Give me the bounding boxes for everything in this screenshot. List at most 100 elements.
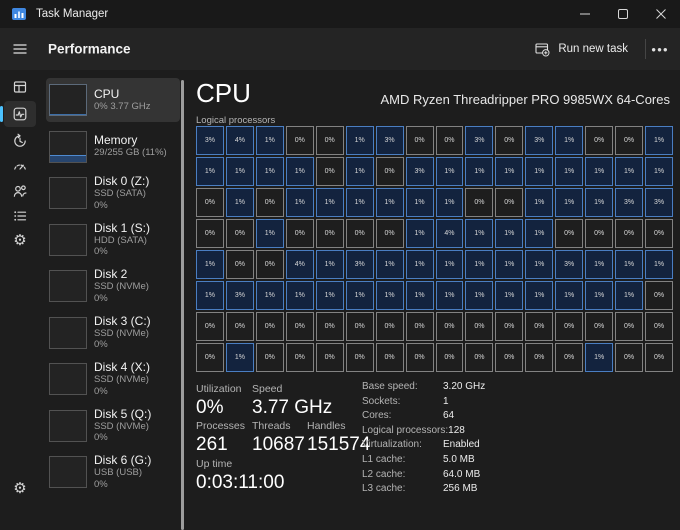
- rail-item-startup-apps[interactable]: [4, 155, 36, 177]
- cpu-cell-r4c12: 1%: [525, 219, 554, 248]
- rail-item-performance[interactable]: [0, 101, 36, 127]
- cpu-cell-r7c2: 0%: [225, 312, 254, 341]
- cpu-cell-r5c12: 1%: [525, 250, 554, 279]
- cpu-cell-r7c16: 0%: [645, 312, 673, 341]
- cpu-cell-r6c12: 1%: [525, 281, 554, 310]
- metric-subtext: SSD (NVMe): [94, 327, 149, 339]
- cpu-cell-r3c6: 1%: [345, 188, 374, 217]
- cpu-cell-r7c5: 0%: [315, 312, 344, 341]
- cpu-cell-r4c4: 0%: [285, 219, 314, 248]
- cpu-cell-r8c8: 0%: [405, 343, 434, 372]
- cpu-cell-r7c9: 0%: [435, 312, 464, 341]
- sidebar-item-disk-4-x[interactable]: Disk 4 (X:) SSD (NVMe) 0%: [46, 357, 180, 401]
- detail-label: Base speed:: [362, 381, 418, 392]
- cpu-cell-r5c8: 1%: [405, 250, 434, 279]
- sidebar-item-disk-6-g[interactable]: Disk 6 (G:) USB (USB) 0%: [46, 450, 180, 494]
- rail-item-processes[interactable]: [4, 76, 36, 98]
- cpu-cell-r6c13: 1%: [555, 281, 584, 310]
- stat-utilization: Utilization 0%: [196, 383, 242, 418]
- cpu-cell-r5c1: 1%: [196, 250, 224, 279]
- detail-label: L1 cache:: [362, 453, 406, 465]
- cpu-cell-r7c8: 0%: [405, 312, 434, 341]
- metric-text: Disk 4 (X:) SSD (NVMe) 0%: [94, 361, 150, 397]
- run-new-task-button[interactable]: Run new task: [524, 35, 638, 63]
- maximize-button[interactable]: [604, 0, 642, 28]
- sidebar-item-disk-0-z[interactable]: Disk 0 (Z:) SSD (SATA) 0%: [46, 171, 180, 215]
- window-title: Task Manager: [36, 8, 109, 20]
- cpu-cell-r1c3: 1%: [255, 126, 284, 155]
- more-options-button[interactable]: ●●●: [651, 44, 669, 54]
- cpu-cell-r3c1: 0%: [196, 188, 224, 217]
- metric-text: Disk 3 (C:) SSD (NVMe) 0%: [94, 313, 151, 351]
- cpu-cell-r5c11: 1%: [495, 250, 524, 279]
- cpu-cell-r2c2: 1%: [225, 157, 254, 186]
- cpu-panel: CPU AMD Ryzen Threadripper PRO 9985WX 64…: [190, 70, 680, 508]
- cpu-cell-r7c15: 0%: [615, 312, 644, 341]
- cpu-cell-r1c1: 3%: [196, 126, 224, 155]
- metric-text: Disk 1 (S:) HDD (SATA) 0%: [94, 221, 150, 258]
- cpu-cell-r7c1: 0%: [196, 312, 224, 341]
- cpu-cell-r4c6: 0%: [345, 219, 374, 248]
- cpu-cell-r4c9: 4%: [435, 219, 464, 248]
- rail-item-services[interactable]: ⚙: [4, 230, 36, 252]
- cpu-cell-r6c4: 1%: [285, 281, 314, 310]
- metric-subtext: 0%: [94, 292, 108, 304]
- cpu-cell-r2c13: 1%: [555, 157, 584, 186]
- cpu-cell-r3c13: 1%: [555, 188, 584, 217]
- sidebar-item-disk-3-c[interactable]: Disk 3 (C:) SSD (NVMe) 0%: [46, 311, 180, 355]
- sidebar-item-cpu[interactable]: CPU 0% 3.77 GHz: [46, 78, 180, 122]
- detail-value: 128: [448, 424, 465, 436]
- cpu-cell-r3c11: 0%: [495, 188, 524, 217]
- cpu-cell-r2c11: 1%: [495, 157, 524, 186]
- cpu-cell-r2c5: 0%: [315, 157, 344, 186]
- details-icon: [12, 208, 28, 224]
- cpu-cell-r4c1: 0%: [196, 219, 224, 248]
- cpu-cell-r6c10: 1%: [465, 281, 494, 310]
- rail-item-app-history[interactable]: [4, 130, 36, 152]
- cpu-cell-r6c14: 1%: [585, 281, 614, 310]
- services-icon: ⚙: [13, 232, 27, 249]
- metric-text: Memory 29/255 GB (11%): [94, 134, 167, 159]
- navigation-menu-button[interactable]: [12, 41, 28, 57]
- metric-title: Disk 4 (X:): [94, 360, 151, 374]
- detail-label: Cores:: [362, 410, 392, 422]
- cpu-cell-r8c16: 0%: [645, 343, 673, 372]
- cpu-cell-r6c1: 1%: [196, 281, 224, 310]
- cpu-cell-r3c2: 1%: [225, 188, 254, 217]
- disk-mini-graph: [49, 409, 87, 442]
- cpu-cell-r4c13: 0%: [555, 219, 584, 248]
- sidebar-item-disk-5-q[interactable]: Disk 5 (Q:) SSD (NVMe) 0%: [46, 404, 180, 448]
- rail-item-details[interactable]: [4, 205, 36, 227]
- cpu-cell-r2c4: 1%: [285, 157, 314, 186]
- cpu-cell-r4c2: 0%: [225, 219, 254, 248]
- close-button[interactable]: [642, 0, 680, 28]
- cpu-cell-r6c8: 1%: [405, 281, 434, 310]
- cpu-cell-r6c11: 1%: [495, 281, 524, 310]
- disk-mini-graph: [49, 177, 87, 209]
- detail-row-sockets: Sockets: 1: [362, 395, 562, 408]
- sidebar-item-disk-1-s[interactable]: Disk 1 (S:) HDD (SATA) 0%: [46, 218, 180, 262]
- cpu-cell-r5c9: 1%: [435, 250, 464, 279]
- settings-button[interactable]: ⚙: [4, 476, 36, 500]
- cpu-cell-r4c15: 0%: [615, 219, 644, 248]
- detail-value: 256 MB: [443, 483, 478, 495]
- metric-subtext: SSD (NVMe): [94, 420, 149, 432]
- cpu-cell-r1c14: 0%: [585, 126, 614, 155]
- sidebar-item-memory[interactable]: Memory 29/255 GB (11%): [46, 125, 180, 169]
- cpu-cell-r5c5: 1%: [315, 250, 344, 279]
- cpu-cell-r8c5: 0%: [315, 343, 344, 372]
- cpu-cell-r4c8: 1%: [405, 219, 434, 248]
- rail-item-users[interactable]: [4, 180, 36, 202]
- metric-title: Disk 5 (Q:): [94, 406, 152, 421]
- cpu-cell-r8c10: 0%: [465, 343, 494, 372]
- cpu-cell-r8c1: 0%: [196, 343, 224, 372]
- cpu-cell-r2c15: 1%: [615, 157, 644, 186]
- metric-text: Disk 5 (Q:) SSD (NVMe) 0%: [94, 406, 152, 444]
- minimize-button[interactable]: [566, 0, 604, 28]
- sidebar-scrollbar[interactable]: [181, 80, 184, 530]
- cpu-cell-r5c2: 0%: [225, 250, 254, 279]
- sidebar-item-disk-2[interactable]: Disk 2 SSD (NVMe) 0%: [46, 264, 180, 308]
- cpu-cell-r3c4: 1%: [285, 188, 314, 217]
- detail-label: Sockets:: [362, 395, 401, 407]
- metric-title: Disk 3 (C:): [94, 313, 151, 328]
